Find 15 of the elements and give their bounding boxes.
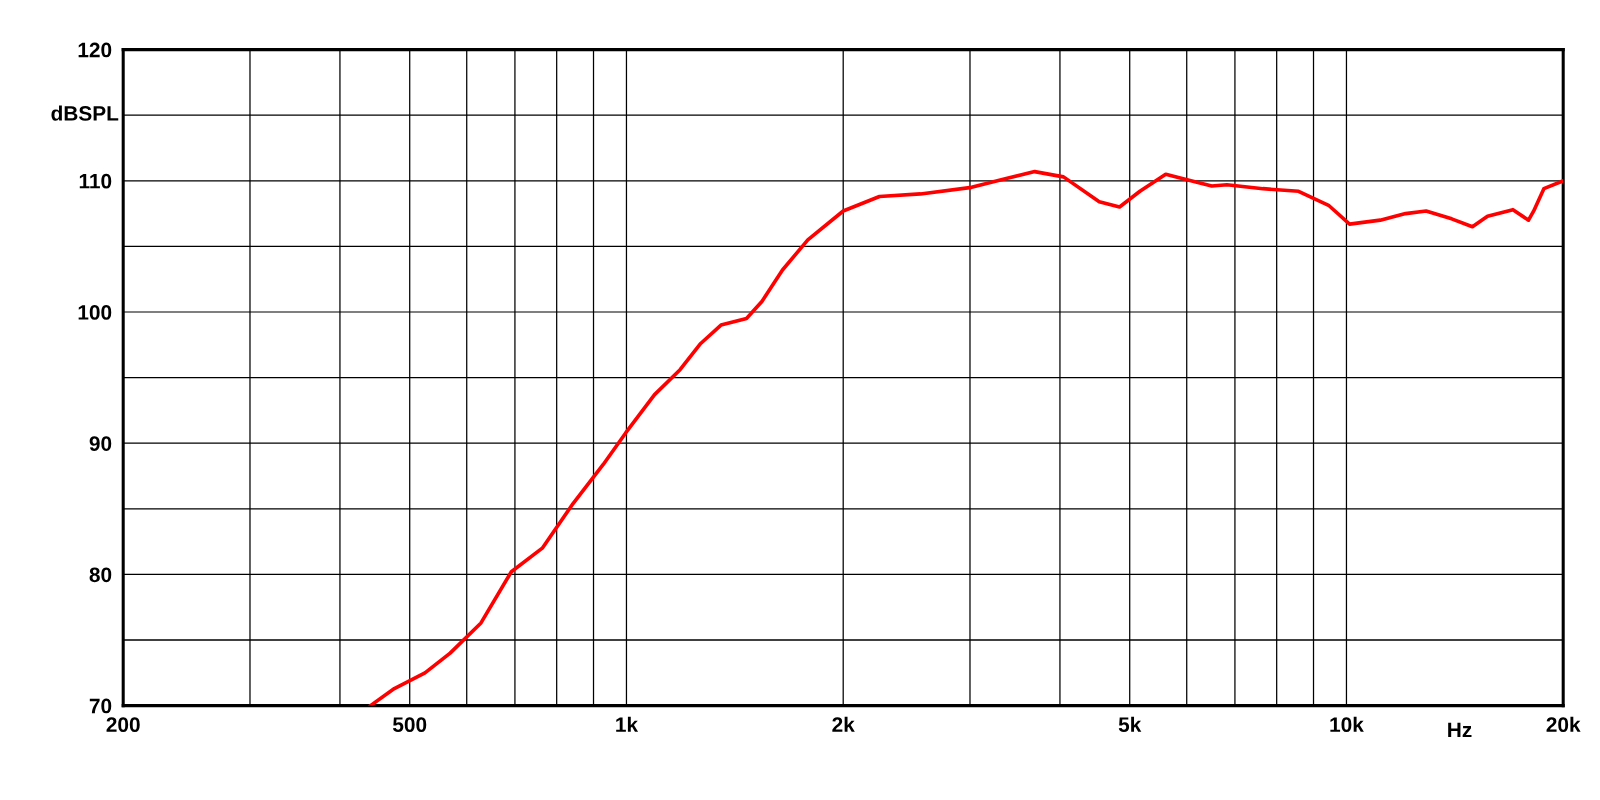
x-axis-title: Hz — [1448, 722, 1472, 738]
y-axis-title: dBSPL — [51, 105, 119, 121]
x-tick-label: 500 — [392, 717, 427, 733]
x-tick-label: 200 — [106, 717, 140, 733]
y-tick-label: 110 — [79, 173, 112, 189]
y-tick-label: 120 — [78, 42, 112, 58]
y-tick-label: 70 — [89, 698, 112, 714]
x-tick-label: 5k — [1118, 716, 1142, 733]
y-tick-label: 80 — [89, 567, 112, 583]
x-tick-label: 1k — [616, 716, 639, 732]
y-tick-label: 100 — [78, 305, 112, 320]
x-tick-label: 20k — [1546, 716, 1581, 733]
x-tick-label: 2k — [832, 716, 855, 732]
y-tick-label: 90 — [89, 436, 112, 451]
x-tick-label: 10k — [1330, 716, 1364, 733]
